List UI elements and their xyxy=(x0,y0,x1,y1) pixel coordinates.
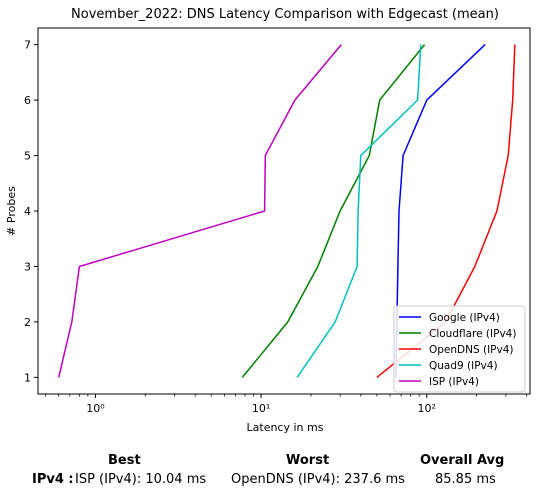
summary-header-worst: Worst xyxy=(286,453,330,468)
x-tick-label: 10¹ xyxy=(252,402,270,415)
summary-header-best: Best xyxy=(108,453,141,468)
series-line-3 xyxy=(296,44,422,378)
legend-entry-label: OpenDNS (IPv4) xyxy=(429,344,514,356)
legend-box xyxy=(393,305,526,393)
x-tick-label: 10² xyxy=(418,402,436,415)
y-tick-label: 4 xyxy=(24,205,31,218)
legend-entry-label: Cloudflare (IPv4) xyxy=(429,328,516,340)
y-axis-label: # Probes xyxy=(5,186,18,236)
summary-avg-value: 85.85 ms xyxy=(435,472,496,487)
summary-worst-value: OpenDNS (IPv4): 237.6 ms xyxy=(231,472,405,487)
chart-title: November_2022: DNS Latency Comparison wi… xyxy=(71,7,499,22)
y-tick-label: 5 xyxy=(24,150,31,163)
summary-row-label: IPv4 : xyxy=(32,472,74,487)
legend-entry-label: Google (IPv4) xyxy=(429,312,500,324)
y-tick-label: 6 xyxy=(24,94,31,107)
summary-header-avg: Overall Avg xyxy=(420,453,505,468)
summary-best-value: ISP (IPv4): 10.04 ms xyxy=(75,472,207,487)
axes: 1 2 3 4 5 6 7 10⁰ 10¹ 10² xyxy=(24,39,527,415)
series-line-4 xyxy=(57,44,342,378)
y-tick-label: 3 xyxy=(24,260,31,273)
summary-table: Best Worst Overall Avg IPv4 : ISP (IPv4)… xyxy=(0,448,541,496)
series-line-1 xyxy=(241,44,426,378)
latency-chart: November_2022: DNS Latency Comparison wi… xyxy=(5,7,531,434)
y-tick-label: 2 xyxy=(24,316,31,329)
x-axis-label: Latency in ms xyxy=(247,421,324,434)
legend-entry-label: ISP (IPv4) xyxy=(429,376,479,388)
y-tick-label: 7 xyxy=(24,39,31,52)
legend: Google (IPv4) Cloudflare (IPv4) OpenDNS (I… xyxy=(393,305,526,393)
x-tick-label: 10⁰ xyxy=(86,402,105,415)
y-tick-label: 1 xyxy=(24,371,31,384)
legend-entry-label: Quad9 (IPv4) xyxy=(429,360,498,372)
